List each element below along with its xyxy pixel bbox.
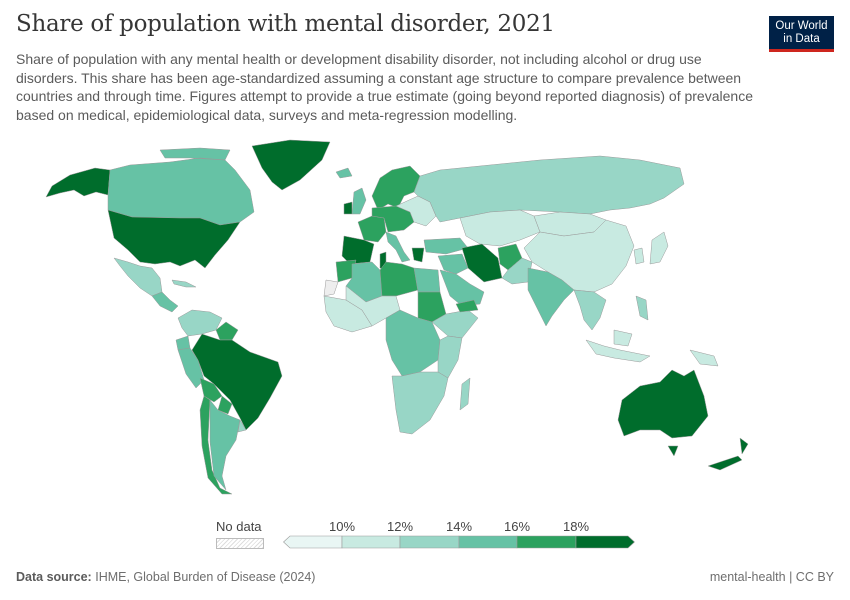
country-region[interactable] <box>251 139 331 191</box>
country-region[interactable] <box>171 279 197 288</box>
logo-line-1: Our World <box>775 20 828 32</box>
data-source: Data source: IHME, Global Burden of Dise… <box>16 570 315 584</box>
country-region[interactable] <box>573 289 607 331</box>
country-region[interactable] <box>461 243 503 283</box>
data-source-label: Data source: <box>16 570 92 584</box>
country-region[interactable] <box>237 419 247 433</box>
legend-bin[interactable] <box>399 535 460 549</box>
legend-color-bar <box>283 535 635 549</box>
legend-bin[interactable] <box>516 535 577 549</box>
country-region[interactable] <box>439 269 485 307</box>
legend-tick-label: 14% <box>445 519 473 534</box>
country-region[interactable] <box>217 395 233 415</box>
legend-no-data-label: No data <box>216 519 262 534</box>
country-region[interactable] <box>707 437 749 471</box>
country-region[interactable] <box>175 335 191 351</box>
country-region[interactable] <box>689 349 719 367</box>
legend-tick-label: 10% <box>328 519 356 534</box>
country-region[interactable] <box>617 369 709 457</box>
legend-bin[interactable] <box>575 535 635 549</box>
country-region[interactable] <box>585 329 651 363</box>
country-region[interactable] <box>411 247 425 263</box>
country-region[interactable] <box>343 201 353 215</box>
legend-bin[interactable] <box>341 535 401 549</box>
chart-subtitle: Share of population with any mental heal… <box>16 51 753 123</box>
world-map <box>45 139 749 495</box>
country-region[interactable] <box>437 253 469 275</box>
logo-line-2: in Data <box>783 33 820 45</box>
country-region[interactable] <box>351 187 367 215</box>
country-region[interactable] <box>357 215 387 243</box>
country-region[interactable] <box>379 261 419 297</box>
country-region[interactable] <box>459 209 541 247</box>
country-region-no-data[interactable] <box>323 279 339 297</box>
country-region[interactable] <box>413 267 441 293</box>
country-region[interactable] <box>635 295 649 321</box>
legend-tick-label: 18% <box>562 519 590 534</box>
legend-bin[interactable] <box>458 535 518 549</box>
country-region[interactable] <box>199 395 233 495</box>
country-region[interactable] <box>385 231 411 263</box>
chart-title: Share of population with mental disorder… <box>16 11 555 37</box>
country-region[interactable] <box>107 147 255 226</box>
country-region[interactable] <box>177 309 223 337</box>
data-source-text[interactable]: IHME, Global Burden of Disease (2024) <box>95 570 316 584</box>
owid-logo[interactable]: Our World in Data <box>769 16 834 52</box>
country-region[interactable] <box>335 167 353 179</box>
country-region[interactable] <box>633 247 645 265</box>
country-region[interactable] <box>459 377 471 411</box>
country-region[interactable] <box>527 267 575 327</box>
country-region[interactable] <box>649 231 669 265</box>
country-region[interactable] <box>455 299 479 313</box>
legend-no-data-swatch[interactable] <box>216 538 264 549</box>
country-region[interactable] <box>151 291 179 313</box>
footer-license[interactable]: mental-health | CC BY <box>709 570 834 584</box>
country-region[interactable] <box>191 333 283 431</box>
country-region[interactable] <box>391 371 449 435</box>
legend-bin[interactable] <box>283 535 343 549</box>
country-region[interactable] <box>413 155 685 223</box>
country-region[interactable] <box>423 237 469 255</box>
country-region[interactable] <box>107 209 241 269</box>
country-region[interactable] <box>199 377 223 403</box>
country-region[interactable] <box>215 321 239 341</box>
legend-tick-label: 12% <box>386 519 414 534</box>
legend-tick-label: 16% <box>503 519 531 534</box>
country-region[interactable] <box>45 167 111 198</box>
map-regions <box>45 139 749 495</box>
country-region[interactable] <box>437 335 463 379</box>
country-region[interactable] <box>209 399 241 491</box>
